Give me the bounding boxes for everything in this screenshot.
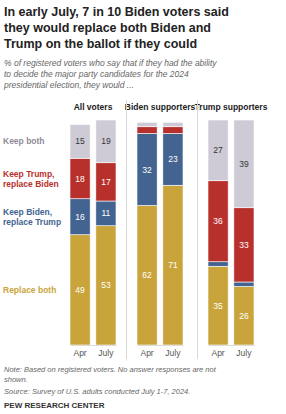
subtitle: % of registered voters who say that if t… [4,58,217,68]
bars [70,120,116,345]
bar-segment [234,287,254,346]
bars [137,122,183,345]
title: In early July, 7 in 10 Biden voters said [4,5,229,19]
bar-segment [137,134,157,206]
bar-segment [163,134,183,186]
legend-entry: Keep Trump,replace Biden [3,169,59,189]
note: shown. [4,375,28,384]
bar-segment [137,122,157,127]
bar-segment [96,120,116,163]
subtitle: presidential election, they would ... [3,80,134,90]
x-tick: July [98,345,114,358]
data-label: 17 [101,177,111,187]
x-tick-label: July [98,348,114,358]
x-axis-line [209,345,255,346]
legend-entry: Keep both [3,136,45,146]
panel-separator [197,100,198,359]
bar-segment [70,235,90,345]
bar-segment [208,120,228,181]
panel-title: Trump supporters [195,102,268,112]
x-tick: Apr [211,345,224,358]
data-label: 27 [213,145,223,155]
credit: PEW RESEARCH CENTER [4,401,105,410]
data-label: 11 [102,208,111,218]
data-label: 15 [75,136,85,146]
data-label: 71 [168,260,178,270]
bar-segment [234,120,254,208]
data-label: 33 [239,240,249,250]
x-axis-line [138,345,184,346]
bar-segment [163,185,183,345]
data-label: 32 [142,165,152,175]
bar-segment [96,163,116,201]
data-label: 19 [101,136,111,146]
panel-title: Biden supporters [125,102,196,112]
x-axis: Apr July [71,345,117,358]
bar-segment [70,158,90,199]
bar-segment [234,282,254,287]
subtitle: to decide the major party candidates for… [4,69,189,79]
x-tick-label: Apr [140,348,153,358]
bar-segment [208,262,228,267]
bar-segment [234,208,254,282]
x-tick: Apr [73,345,86,358]
data-label: 26 [239,311,249,321]
x-tick-label: Apr [73,348,86,358]
x-axis: Apr July [209,345,255,358]
title: Trump on the ballot if they could [4,37,197,51]
bar-segment [70,125,90,159]
bar-segment [163,122,183,127]
bar-segment [96,201,116,226]
x-tick-label: Apr [211,348,224,358]
data-label: 23 [168,154,178,164]
x-tick: July [236,345,252,358]
x-axis: Apr July [138,345,184,358]
x-tick: Apr [140,345,153,358]
panel-title: All voters [74,102,113,112]
data-label: 16 [75,212,85,222]
bar-segment [137,206,157,346]
legend-entry: Replace both [3,285,56,295]
bars [208,120,254,345]
note: Note: Based on registered voters. No ans… [4,365,217,374]
bar-segment [70,199,90,235]
panel-separator [126,100,127,359]
data-label: 36 [213,216,223,226]
legend-entry: Keep Biden,replace Trump [3,207,61,227]
bar-segment [208,266,228,345]
data-label: 35 [213,301,223,311]
x-tick-label: July [236,348,252,358]
x-tick-label: July [165,348,181,358]
title: they would replace both Biden and [4,21,211,35]
bar-segment [96,226,116,345]
x-axis-line [71,345,117,346]
data-label: 39 [239,159,249,169]
source: Source: Survey of U.S. adults conducted … [4,387,190,396]
bar-segment [208,181,228,262]
data-label: 62 [142,270,152,280]
chart: In early July, 7 in 10 Biden voters said… [0,0,286,414]
data-label: 53 [101,280,111,290]
x-tick: July [165,345,181,358]
bar-segment [137,127,157,134]
data-label: 49 [75,285,85,295]
data-label: 18 [75,174,85,184]
bar-segment [163,127,183,134]
